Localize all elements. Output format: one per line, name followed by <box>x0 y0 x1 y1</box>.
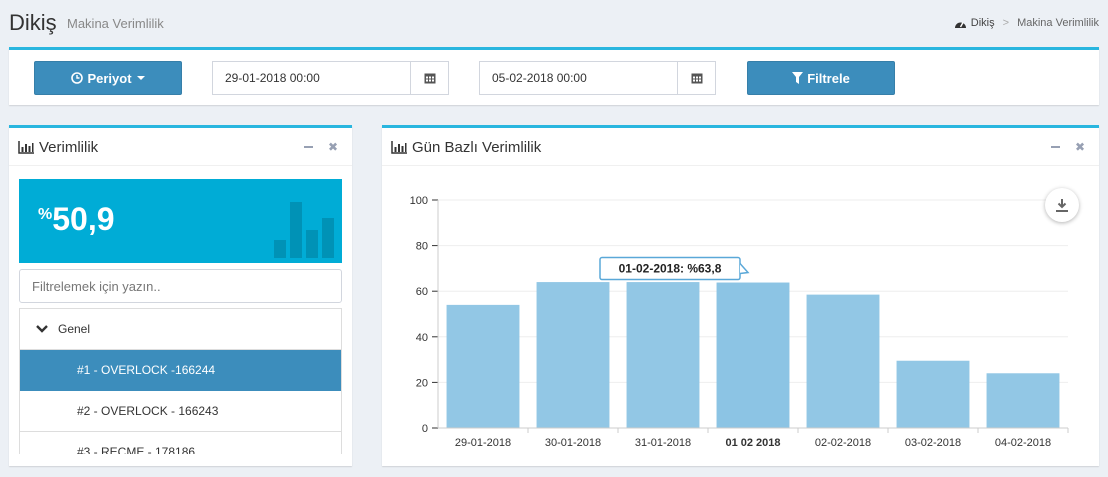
bar <box>626 282 700 428</box>
chevron-down-icon <box>36 325 48 333</box>
machine-search-input[interactable] <box>19 269 342 303</box>
bar <box>446 304 520 428</box>
efficiency-panel-header: Verimlilik ✖ <box>9 128 352 166</box>
x-tick-label: 04-02-2018 <box>995 437 1051 449</box>
bar-chart-icon <box>274 202 334 258</box>
x-tick-label: 30-01-2018 <box>545 437 601 449</box>
efficiency-panel: Verimlilik ✖ % 50,9 Genel #1 - OVERLOCK … <box>9 125 352 466</box>
page-subtitle: Makina Verimlilik <box>67 16 164 31</box>
calendar-icon <box>424 73 435 84</box>
daily-panel-header: Gün Bazlı Verimlilik ✖ <box>382 128 1099 166</box>
breadcrumb: Dikiş > Makina Verimlilik <box>954 17 1099 29</box>
daily-panel-title: Gün Bazlı Verimlilik <box>391 139 541 156</box>
download-icon <box>1056 198 1068 212</box>
bar <box>716 282 790 428</box>
start-date-group <box>212 61 449 95</box>
start-date-calendar-button[interactable] <box>410 61 449 95</box>
efficiency-panel-title: Verimlilik <box>18 139 98 156</box>
kpi-percent-sign: % <box>38 206 53 223</box>
funnel-icon <box>792 72 804 84</box>
breadcrumb-home-link[interactable]: Dikiş <box>970 17 995 29</box>
caret-down-icon <box>136 76 145 80</box>
start-date-input[interactable] <box>212 61 410 95</box>
daily-panel-title-text: Gün Bazlı Verimlilik <box>412 139 542 156</box>
y-tick-label: 80 <box>416 241 428 253</box>
efficiency-panel-title-text: Verimlilik <box>39 139 99 156</box>
clock-icon <box>71 72 84 84</box>
breadcrumb-current: Makina Verimlilik <box>1017 17 1099 29</box>
daily-efficiency-panel: Gün Bazlı Verimlilik ✖ 0 20 40 60 80 100 29-01… <box>382 125 1099 466</box>
daily-panel-tools: ✖ <box>1050 140 1085 154</box>
dashboard-icon <box>954 21 966 28</box>
x-tick-label: 01 02 2018 <box>725 437 780 449</box>
y-tick-label: 0 <box>422 423 428 435</box>
end-date-group <box>479 61 716 95</box>
period-button-label: Periyot <box>87 70 132 86</box>
kpi-number: 50,9 <box>52 201 115 237</box>
page-header: Dikiş Makina Verimlilik Dikiş > Makina V… <box>9 8 1099 38</box>
machine-group-label: Genel <box>58 322 91 336</box>
period-button[interactable]: Periyot <box>34 61 182 95</box>
daily-efficiency-chart: 0 20 40 60 80 100 29-01-2018 30-01-2018 31-01-20… <box>410 195 1069 449</box>
minimize-icon[interactable] <box>303 146 313 148</box>
filter-button-label: Filtrele <box>807 70 850 86</box>
page-title: Dikiş <box>9 10 57 35</box>
end-date-input[interactable] <box>479 61 677 95</box>
filter-button[interactable]: Filtrele <box>747 61 895 95</box>
y-tick-label: 40 <box>416 332 428 344</box>
efficiency-kpi-value: % 50,9 <box>38 201 115 238</box>
bar <box>986 373 1060 428</box>
machine-list-item[interactable]: #3 - REÇME - 178186 <box>20 432 341 454</box>
chart-download-button[interactable] <box>1045 188 1079 222</box>
machine-group-general[interactable]: Genel <box>20 309 341 350</box>
y-tick-label: 20 <box>416 377 428 389</box>
minimize-icon[interactable] <box>1050 146 1060 148</box>
machine-list-item[interactable]: #2 - OVERLOCK - 166243 <box>20 391 341 432</box>
bar-chart-icon <box>18 141 34 154</box>
close-icon[interactable]: ✖ <box>327 140 338 154</box>
bar <box>896 360 970 428</box>
efficiency-panel-tools: ✖ <box>303 140 338 154</box>
bar-chart-icon <box>391 141 407 154</box>
close-icon[interactable]: ✖ <box>1074 140 1085 154</box>
breadcrumb-separator: > <box>1002 17 1010 29</box>
bar <box>806 294 880 428</box>
calendar-icon <box>691 73 702 84</box>
end-date-calendar-button[interactable] <box>677 61 716 95</box>
efficiency-kpi-tile: % 50,9 <box>19 179 342 263</box>
x-tick-label: 29-01-2018 <box>455 437 511 449</box>
machine-list: Genel #1 - OVERLOCK -166244 #2 - OVERLOC… <box>19 308 342 454</box>
bar <box>536 282 610 428</box>
y-tick-label: 60 <box>416 286 428 298</box>
x-tick-label: 02-02-2018 <box>815 437 871 449</box>
tooltip-text: 01-02-2018: %63,8 <box>619 262 722 276</box>
y-tick-label: 100 <box>410 195 428 207</box>
machine-list-item[interactable]: #1 - OVERLOCK -166244 <box>20 350 341 391</box>
x-tick-label: 03-02-2018 <box>905 437 961 449</box>
x-tick-label: 31-01-2018 <box>635 437 691 449</box>
tooltip-pointer <box>739 263 750 275</box>
filter-bar: Periyot Filtrele <box>9 47 1099 105</box>
